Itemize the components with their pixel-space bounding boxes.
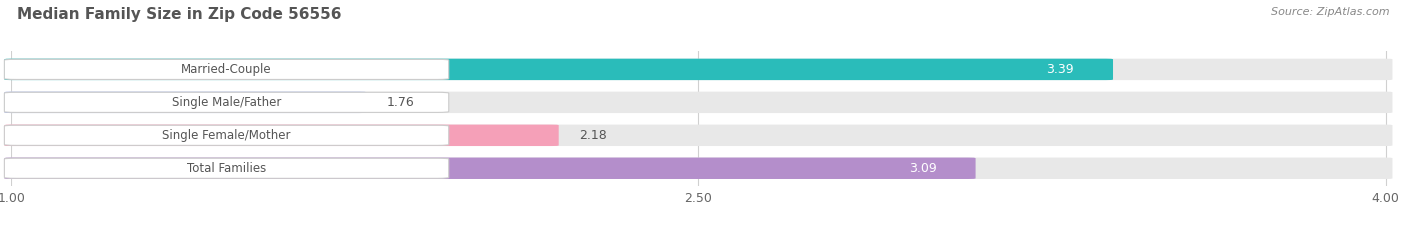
Text: 2.18: 2.18	[579, 129, 607, 142]
Text: Single Female/Mother: Single Female/Mother	[162, 129, 291, 142]
FancyBboxPatch shape	[4, 125, 449, 145]
FancyBboxPatch shape	[4, 92, 449, 112]
FancyBboxPatch shape	[4, 125, 1392, 146]
Text: Married-Couple: Married-Couple	[181, 63, 271, 76]
Text: 1.76: 1.76	[387, 96, 415, 109]
Text: Total Families: Total Families	[187, 162, 266, 175]
Text: Median Family Size in Zip Code 56556: Median Family Size in Zip Code 56556	[17, 7, 342, 22]
FancyBboxPatch shape	[4, 158, 449, 178]
Text: Source: ZipAtlas.com: Source: ZipAtlas.com	[1271, 7, 1389, 17]
FancyBboxPatch shape	[4, 59, 1114, 80]
FancyBboxPatch shape	[4, 92, 367, 113]
FancyBboxPatch shape	[4, 59, 449, 79]
FancyBboxPatch shape	[4, 92, 1392, 113]
FancyBboxPatch shape	[4, 158, 1392, 179]
FancyBboxPatch shape	[4, 59, 1392, 80]
FancyBboxPatch shape	[4, 125, 558, 146]
Text: 3.09: 3.09	[908, 162, 936, 175]
FancyBboxPatch shape	[4, 158, 976, 179]
Text: Single Male/Father: Single Male/Father	[172, 96, 281, 109]
Text: 3.39: 3.39	[1046, 63, 1074, 76]
